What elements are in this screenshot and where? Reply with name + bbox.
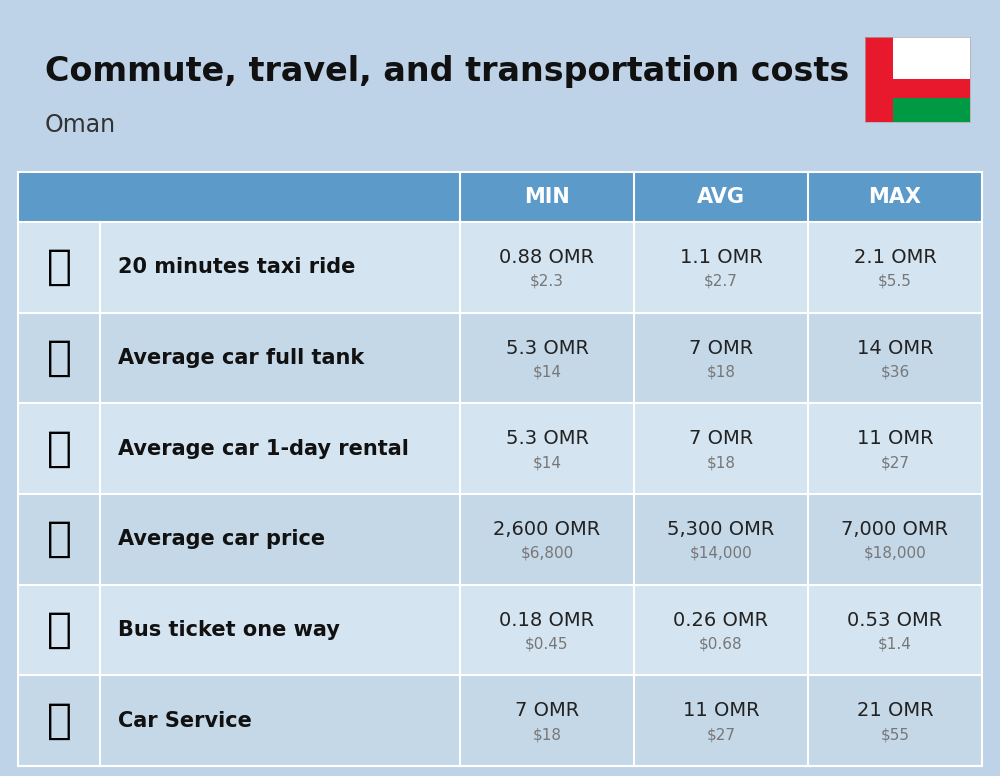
Text: $1.4: $1.4 [878,636,912,652]
Bar [18,584,982,675]
Text: 11 OMR: 11 OMR [683,702,759,720]
Text: 1.1 OMR: 1.1 OMR [680,248,762,267]
Text: $27: $27 [880,456,909,470]
Text: $36: $36 [880,365,910,379]
Text: $14: $14 [532,456,562,470]
Text: $18: $18 [706,456,736,470]
Text: 🚗: 🚗 [46,518,72,560]
Text: 14 OMR: 14 OMR [857,338,933,358]
Text: $18: $18 [706,365,736,379]
Text: 0.18 OMR: 0.18 OMR [499,611,595,629]
Text: 0.88 OMR: 0.88 OMR [499,248,595,267]
Text: $55: $55 [880,727,909,742]
Bar [18,313,982,404]
Text: 7 OMR: 7 OMR [689,338,753,358]
Text: MAX: MAX [868,187,921,207]
Bar [893,99,970,122]
Text: Average car 1-day rental: Average car 1-day rental [118,438,409,459]
Text: 0.53 OMR: 0.53 OMR [847,611,943,629]
Text: 2.1 OMR: 2.1 OMR [854,248,936,267]
Text: Oman: Oman [45,113,116,137]
Text: $5.5: $5.5 [878,274,912,289]
Bar [865,37,970,122]
Text: 7,000 OMR: 7,000 OMR [841,520,949,539]
Text: 5,300 OMR: 5,300 OMR [667,520,775,539]
Text: 11 OMR: 11 OMR [857,429,933,449]
Text: Average car full tank: Average car full tank [118,348,364,368]
Text: $18,000: $18,000 [864,546,926,561]
Bar [18,222,982,313]
Text: 🚌: 🚌 [46,609,72,651]
Text: $2.3: $2.3 [530,274,564,289]
Bar [18,494,982,584]
Bar [18,675,982,766]
Text: Average car price: Average car price [118,529,325,549]
Text: 20 minutes taxi ride: 20 minutes taxi ride [118,258,355,277]
Text: 7 OMR: 7 OMR [515,702,579,720]
Text: Bus ticket one way: Bus ticket one way [118,620,340,640]
Text: 2,600 OMR: 2,600 OMR [493,520,601,539]
Text: ⛽: ⛽ [46,337,72,379]
Text: 🚙: 🚙 [46,428,72,469]
Text: $6,800: $6,800 [520,546,574,561]
Bar [893,37,970,79]
Bar [18,172,982,222]
Text: $27: $27 [706,727,736,742]
Text: 0.26 OMR: 0.26 OMR [673,611,769,629]
Text: Commute, travel, and transportation costs: Commute, travel, and transportation cost… [45,55,849,88]
Text: 21 OMR: 21 OMR [857,702,933,720]
Bar [18,404,982,494]
Text: 🚖: 🚖 [46,246,72,289]
Text: $14,000: $14,000 [690,546,752,561]
Text: 5.3 OMR: 5.3 OMR [506,429,588,449]
Bar [865,37,970,122]
Text: $14: $14 [532,365,562,379]
Text: 5.3 OMR: 5.3 OMR [506,338,588,358]
Text: $2.7: $2.7 [704,274,738,289]
Text: AVG: AVG [697,187,745,207]
Text: $0.68: $0.68 [699,636,743,652]
Text: 7 OMR: 7 OMR [689,429,753,449]
Text: 🚗: 🚗 [46,700,72,742]
Text: $0.45: $0.45 [525,636,569,652]
Text: Car Service: Car Service [118,711,252,731]
Text: MIN: MIN [524,187,570,207]
Bar [18,172,982,766]
Text: $18: $18 [532,727,562,742]
